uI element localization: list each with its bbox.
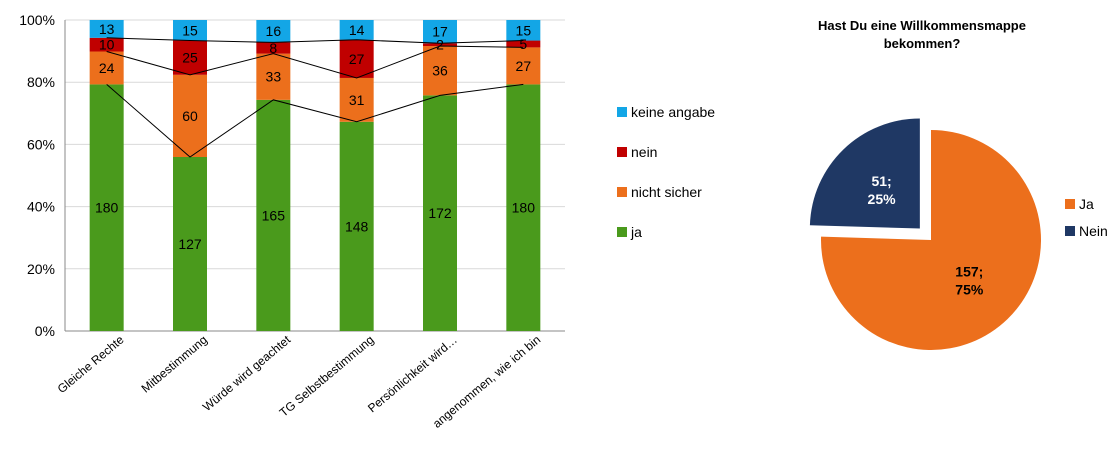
bar-segment-ja [89, 84, 124, 332]
data-label: 127 [178, 236, 202, 252]
data-label: 15 [516, 22, 532, 38]
data-label: 8 [269, 40, 277, 56]
data-label: 27 [516, 58, 532, 74]
bar-segment-keine-angabe [339, 20, 374, 40]
legend-swatch-nein [1065, 226, 1075, 236]
data-label: 172 [428, 205, 452, 221]
y-tick-label: 100% [19, 12, 55, 28]
bar-segment-nicht-sicher [506, 47, 541, 85]
x-tick-label: TG Selbstbestimmung [277, 333, 377, 420]
data-label: 31 [349, 92, 365, 108]
bar-segment-keine-angabe [423, 20, 457, 44]
data-label: 180 [95, 200, 119, 216]
x-tick-label: Gleiche Rechte [55, 332, 127, 396]
bar-segment-nein [89, 37, 124, 52]
legend-swatch-nicht-sicher [617, 187, 627, 197]
y-tick-label: 80% [27, 74, 55, 90]
legend-swatch-ja [1065, 199, 1075, 209]
data-label: 24 [99, 60, 115, 76]
data-label: 36 [432, 63, 448, 79]
data-label: 180 [512, 200, 536, 216]
bar-segment-keine-angabe [256, 20, 291, 43]
data-label: 25 [182, 50, 198, 66]
x-tick-label: Persönlichkeit wird… [365, 333, 460, 416]
x-tick-label: Würde wird geachtet [200, 332, 294, 414]
series-line-ja [106, 83, 524, 158]
pie-chart: Hast Du eine Willkommensmappe bekommen? … [809, 18, 1041, 350]
data-label: 14 [349, 22, 365, 38]
x-tick-label: Mitbestimmung [139, 333, 210, 396]
data-label: 10 [99, 37, 115, 53]
bar-segment-nicht-sicher [256, 53, 291, 100]
data-label: 13 [99, 21, 115, 37]
legend-swatch-ja [617, 227, 627, 237]
bar-segment-nicht-sicher [339, 77, 374, 122]
data-label: 60 [182, 108, 198, 124]
pie-slice-ja [820, 130, 1041, 350]
legend-label-nicht-sicher: nicht sicher [631, 184, 702, 200]
y-tick-label: 60% [27, 136, 55, 152]
bar-segment-nein [339, 39, 374, 78]
data-label: 16 [266, 23, 282, 39]
bar-segment-nicht-sicher [89, 51, 124, 85]
bar-segment-ja [423, 95, 457, 332]
pie-data-label: 51; [871, 173, 891, 189]
bar-segment-ja [339, 121, 374, 331]
pie-data-label: 157; [955, 263, 983, 279]
y-tick-label: 0% [35, 323, 55, 339]
legend-label-nein: Nein [1079, 223, 1108, 239]
data-label: 148 [345, 218, 369, 234]
bar-chart-legend: keine angabe nein nicht sicher ja [617, 104, 715, 240]
series-line-nicht-sicher [106, 45, 524, 79]
bar-segment-keine-angabe [89, 20, 124, 38]
legend-label-ja: Ja [1079, 196, 1094, 212]
stacked-bar-chart: 0% 20% 40% 60% 80% 100% Gleiche Rechte Mitbesti… [19, 12, 565, 431]
pie-data-label: 75% [955, 281, 984, 297]
legend-label-nein: nein [631, 144, 657, 160]
data-label: 17 [432, 24, 448, 40]
pie-title-line-2: bekommen? [884, 36, 961, 51]
data-label: 15 [182, 22, 198, 38]
legend-swatch-keine-angabe [617, 107, 627, 117]
bar-segment-ja [173, 157, 207, 331]
legend-label-ja: ja [630, 224, 642, 240]
bar-segment-keine-angabe [173, 20, 207, 41]
pie-title-line-1: Hast Du eine Willkommensmappe [818, 18, 1026, 33]
pie-slice-nein [809, 118, 920, 229]
bar-segment-nein [506, 40, 541, 48]
legend-label-keine-angabe: keine angabe [631, 104, 715, 120]
data-label: 27 [349, 51, 365, 67]
bar-segment-nicht-sicher [173, 74, 207, 158]
bar-segment-keine-angabe [506, 20, 541, 41]
bar-segment-ja [506, 84, 541, 332]
bar-segment-ja [256, 99, 291, 331]
data-label: 5 [519, 36, 527, 52]
series-line-nein [106, 37, 524, 44]
pie-chart-legend: Ja Nein [1065, 196, 1108, 239]
data-label: 165 [262, 207, 286, 223]
pie-data-label: 25% [868, 191, 897, 207]
data-label: 2 [436, 37, 444, 53]
y-tick-label: 20% [27, 261, 55, 277]
data-label: 33 [266, 69, 282, 85]
bar-segment-nein [173, 40, 207, 75]
bar-segment-nein [256, 42, 291, 54]
bar-segment-nein [423, 43, 457, 47]
legend-swatch-nein [617, 147, 627, 157]
y-tick-label: 40% [27, 199, 55, 215]
bar-segment-nicht-sicher [423, 46, 457, 96]
